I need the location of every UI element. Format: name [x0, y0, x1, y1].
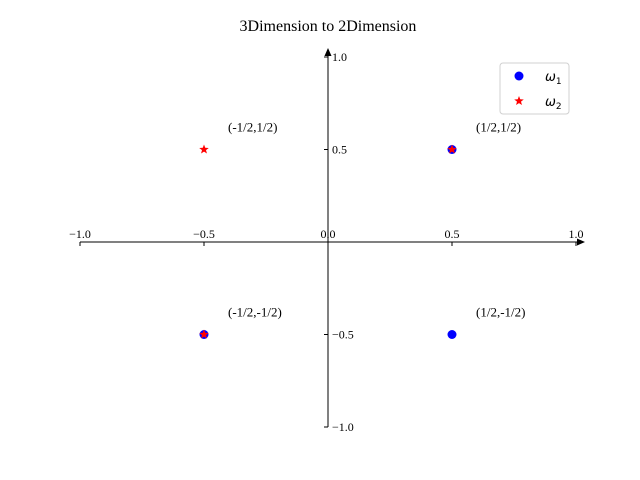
point-annotation: (-1/2,1/2): [228, 120, 277, 135]
point-annotation: (1/2,1/2): [476, 120, 521, 135]
series-2-point: [447, 144, 457, 154]
legend-marker-2: [514, 96, 524, 106]
y-tick-label: −0.5: [332, 328, 354, 342]
data-points: [199, 144, 457, 339]
series-2-point: [199, 329, 209, 339]
chart-title: 3Dimension to 2Dimension: [240, 18, 417, 35]
x-tick-label: 0.0: [321, 227, 336, 241]
series-1-point: [447, 330, 457, 339]
x-tick-label: −0.5: [193, 227, 215, 241]
series-2-point: [199, 144, 209, 154]
axes: −1.0 −0.5 0.0 0.5 1.0 −1.0 −0.5 0.5 1.0: [69, 48, 585, 434]
point-annotations: (1/2,1/2) (-1/2,1/2) (-1/2,-1/2) (1/2,-1/2): [228, 120, 525, 320]
y-tick-label: 0.5: [332, 143, 347, 157]
x-tick-label: 0.5: [445, 227, 460, 241]
y-tick-label: −1.0: [332, 420, 354, 434]
x-tick-label: −1.0: [69, 227, 91, 241]
point-annotation: (1/2,-1/2): [476, 305, 525, 320]
point-annotation: (-1/2,-1/2): [228, 305, 282, 320]
x-axis-arrow: [577, 238, 585, 246]
y-tick-label: 1.0: [332, 50, 347, 64]
legend-marker-1: [514, 71, 524, 81]
x-tick-label: 1.0: [569, 227, 584, 241]
y-axis-arrow: [324, 48, 332, 56]
